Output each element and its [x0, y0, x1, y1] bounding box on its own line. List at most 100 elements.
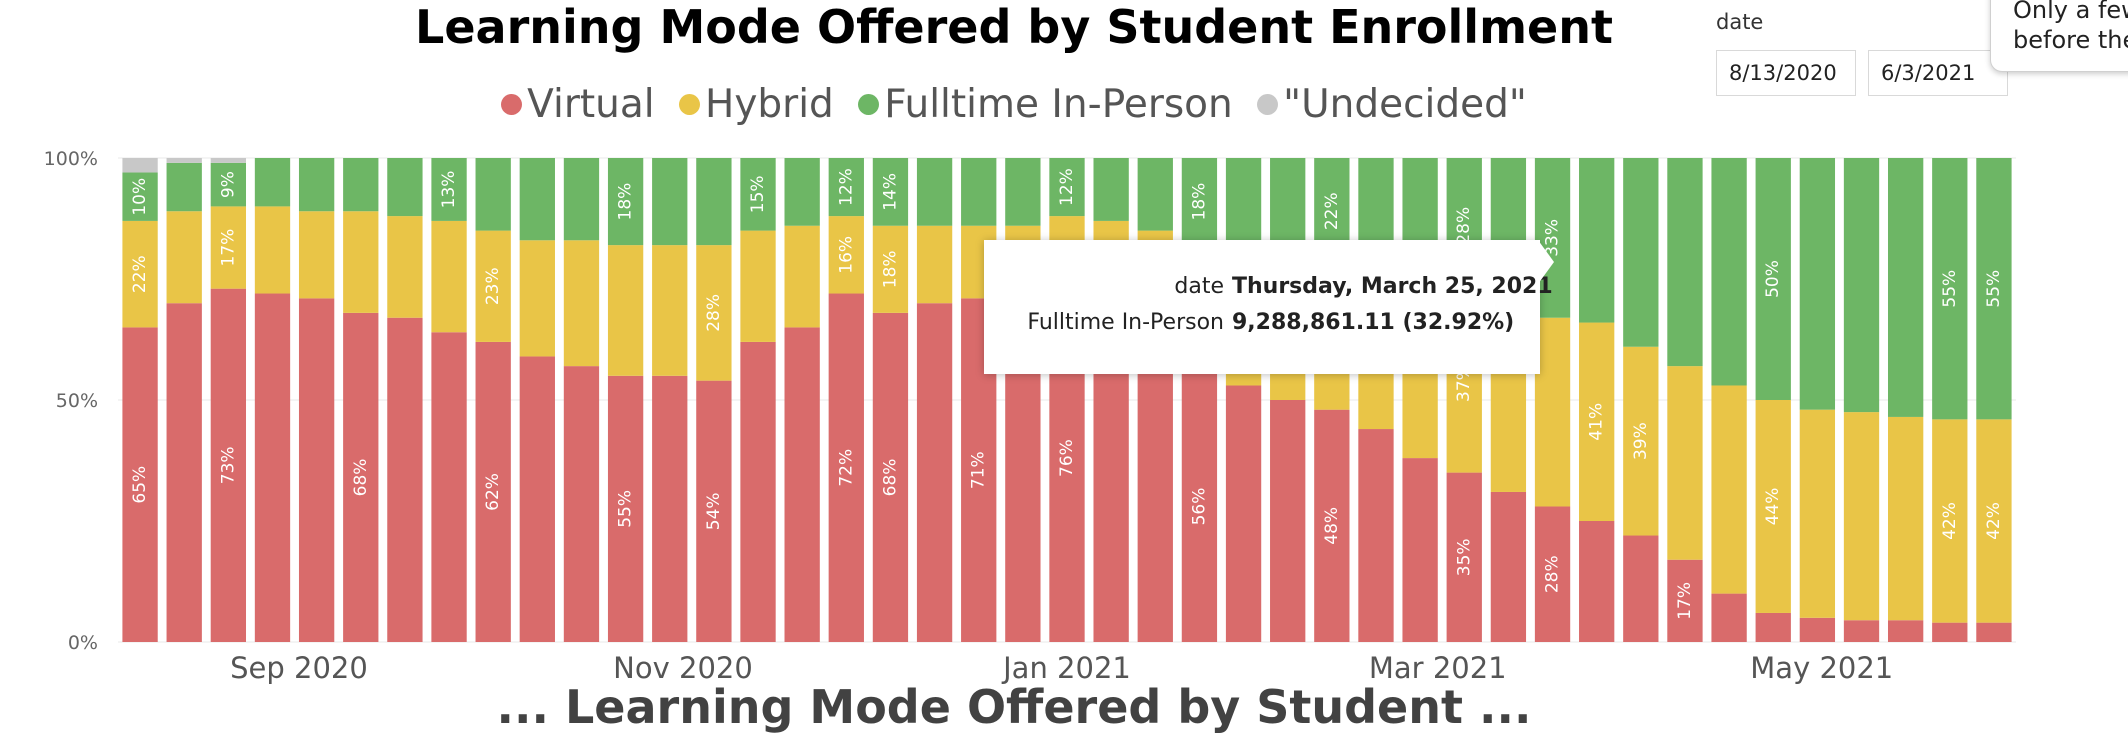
x-tick-label: May 2021	[1750, 651, 1893, 685]
note-card: Only a few before the	[1990, 0, 2128, 72]
bar-segment-virtual	[1314, 409, 1350, 642]
bar-segment-hybrid	[696, 245, 732, 381]
legend-dot-fulltime	[858, 94, 880, 115]
bar-segment-hybrid	[519, 240, 555, 357]
tooltip-date-key: date	[1174, 274, 1224, 299]
y-tick-label: 0%	[68, 632, 98, 654]
tooltip-series-value: 9,288,861.11 (32.92%)	[1232, 310, 1515, 335]
bar-segment-hybrid	[828, 216, 864, 294]
data-label: 16%	[836, 236, 856, 274]
bar-segment-undecided	[166, 158, 202, 163]
bar-segment-fulltime	[1534, 158, 1571, 318]
bar-segment-virtual	[1755, 612, 1791, 642]
bar-segment-hybrid	[387, 216, 423, 318]
bar-segment-fulltime	[1093, 158, 1129, 221]
bar-segment-hybrid	[1799, 409, 1836, 618]
legend-item-fulltime[interactable]: Fulltime In-Person	[858, 82, 1233, 127]
tooltip-arrow	[1538, 240, 1554, 284]
bar-segment-fulltime	[784, 158, 820, 226]
data-label: 68%	[880, 459, 900, 497]
bar-segment-virtual	[475, 341, 511, 642]
legend-dot-undecided	[1257, 94, 1279, 115]
y-tick-label: 50%	[56, 390, 98, 412]
data-label: 15%	[748, 175, 768, 213]
bar-segment-virtual	[1579, 521, 1615, 642]
bar-segment-hybrid	[1843, 412, 1880, 621]
bar-segment-hybrid	[1711, 385, 1747, 594]
next-chart-title-partial: ... Learning Mode Offered by Student ...	[496, 680, 1532, 734]
chart-plot: 65% 22% 10% 73% 17% 9% 68% 13% 62% 23% 55% 18% 54% 28…	[44, 148, 2016, 685]
bar-segment-virtual	[652, 375, 688, 642]
bar-segment-fulltime	[343, 158, 379, 212]
bar-segment-hybrid	[1534, 317, 1571, 507]
bar-segment-hybrid	[740, 230, 776, 342]
bar-segment-virtual	[1711, 593, 1747, 642]
tooltip-series-key: Fulltime In-Person	[1027, 310, 1224, 335]
note-line-1: Only a few	[2013, 0, 2128, 24]
bar-segment-fulltime	[696, 158, 732, 246]
data-label: 48%	[1322, 507, 1342, 545]
legend-dot-virtual	[501, 94, 523, 115]
bar-segment-virtual	[740, 341, 776, 642]
data-label: 68%	[351, 459, 371, 497]
legend-dot-hybrid	[679, 94, 700, 115]
bar-segment-fulltime	[1137, 158, 1173, 231]
bar-segment-virtual	[1270, 400, 1306, 642]
data-label: 55%	[1940, 270, 1960, 308]
legend-item-undecided[interactable]: "Undecided"	[1257, 82, 1527, 127]
data-label: 22%	[1322, 192, 1342, 230]
legend-item-virtual[interactable]: Virtual	[501, 82, 655, 127]
bar-segment-fulltime	[563, 158, 600, 241]
bar-segment-fulltime	[1799, 158, 1836, 410]
data-label: 28%	[704, 294, 724, 332]
chart-title: Learning Mode Offered by Student Enrollm…	[415, 0, 1613, 54]
bar-segment-hybrid	[1887, 416, 1924, 621]
bar-segment-hybrid	[916, 225, 953, 304]
bar-segment-virtual	[1534, 506, 1571, 642]
bar-segment-virtual	[1667, 559, 1703, 642]
bar-segment-virtual	[519, 356, 555, 642]
bar-segment-hybrid	[122, 220, 158, 328]
legend-label-fulltime: Fulltime In-Person	[884, 82, 1233, 127]
data-label: 13%	[439, 171, 459, 209]
data-label: 18%	[616, 183, 636, 221]
data-label: 12%	[836, 168, 856, 206]
legend-item-hybrid[interactable]: Hybrid	[679, 82, 834, 127]
data-label: 42%	[1984, 502, 2004, 540]
bar-segment-hybrid	[1755, 400, 1791, 613]
data-label: 65%	[130, 466, 150, 504]
note-line-2: before the	[2013, 26, 2128, 54]
bar-segment-virtual	[1402, 458, 1438, 642]
tooltip-date-value: Thursday, March 25, 2021	[1232, 274, 1553, 299]
bar-segment-fulltime	[298, 158, 335, 212]
bar-segment-hybrid	[166, 211, 202, 304]
bar-segment-fulltime	[1579, 158, 1615, 323]
data-label: 55%	[616, 490, 636, 528]
date-end-input[interactable]: 6/3/2021	[1868, 50, 2008, 96]
bar-segment-fulltime	[166, 162, 202, 212]
data-label: 28%	[1454, 207, 1474, 245]
bar-segment-fulltime	[1225, 158, 1262, 255]
bar-segment-fulltime	[475, 158, 511, 231]
bar-segment-virtual	[607, 375, 644, 642]
bar-segment-hybrid	[1932, 419, 1968, 623]
bar-segment-virtual	[1490, 491, 1527, 642]
date-start-input[interactable]: 8/13/2020	[1716, 50, 1856, 96]
bar-segment-virtual	[916, 303, 953, 642]
data-label: 76%	[1057, 439, 1077, 477]
bar-segment-virtual	[1799, 617, 1836, 642]
bar-segment-fulltime	[1932, 158, 1968, 420]
chart-tooltip: date Thursday, March 25, 2021 Fulltime I…	[984, 240, 1553, 374]
bar-segment-virtual	[1358, 429, 1394, 642]
bar-segment-virtual	[343, 312, 379, 642]
bar-segment-hybrid	[652, 245, 688, 376]
data-label: 23%	[483, 267, 503, 305]
bar-segment-hybrid	[210, 206, 247, 289]
bar-segment-virtual	[828, 293, 864, 642]
data-label: 41%	[1587, 403, 1607, 441]
data-label: 22%	[130, 255, 150, 293]
data-label: 50%	[1763, 260, 1783, 298]
bar-segment-hybrid	[298, 211, 335, 299]
chart-legend: Virtual Hybrid Fulltime In-Person "Undec…	[0, 80, 2078, 127]
data-label: 73%	[218, 446, 238, 484]
